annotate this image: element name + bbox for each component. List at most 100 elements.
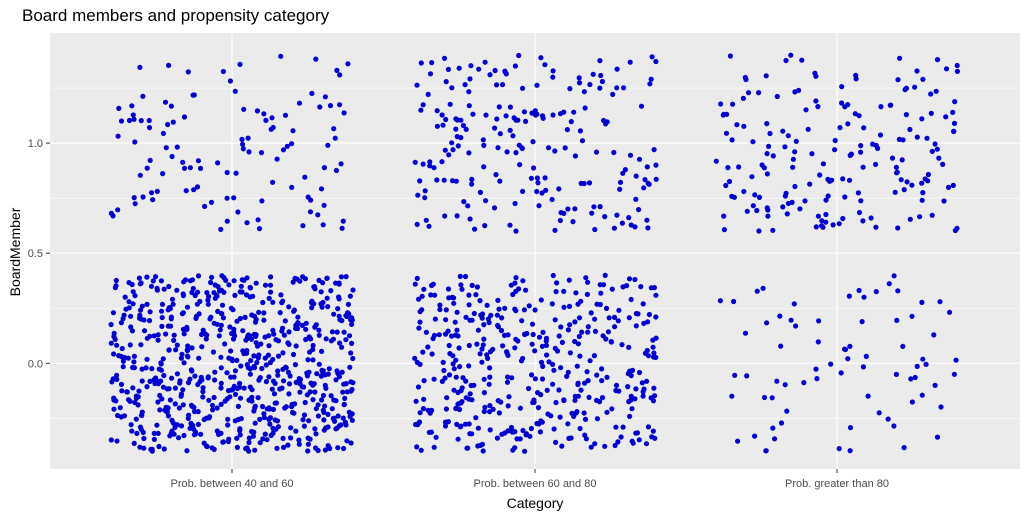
data-point — [343, 337, 349, 343]
data-point — [530, 331, 536, 338]
data-point — [847, 425, 854, 431]
data-point — [283, 365, 289, 371]
data-point — [169, 417, 175, 423]
data-point — [513, 275, 519, 281]
data-point — [539, 343, 546, 349]
data-point — [193, 313, 200, 319]
data-point — [565, 421, 571, 427]
data-point — [766, 143, 772, 149]
data-point — [495, 297, 501, 303]
data-point — [909, 399, 916, 405]
data-point — [343, 274, 349, 280]
data-point — [538, 418, 544, 424]
data-point — [205, 375, 211, 381]
data-point — [460, 375, 466, 381]
data-point — [199, 344, 205, 350]
data-point — [861, 125, 867, 131]
data-point — [591, 204, 597, 210]
data-point — [534, 175, 541, 181]
data-point — [263, 379, 269, 385]
data-point — [295, 321, 301, 327]
data-point — [790, 164, 796, 170]
data-point — [552, 227, 558, 233]
data-point — [599, 78, 606, 85]
data-point — [296, 437, 302, 443]
data-point — [159, 323, 165, 329]
data-point — [585, 279, 591, 285]
data-point — [510, 291, 516, 298]
data-point — [568, 435, 574, 441]
data-point — [169, 153, 175, 160]
data-point — [257, 440, 263, 446]
data-point — [628, 397, 634, 403]
data-point — [114, 438, 120, 444]
data-point — [952, 99, 958, 105]
data-point — [155, 430, 161, 436]
data-point — [245, 332, 251, 338]
data-point — [473, 415, 479, 421]
data-point — [188, 367, 194, 373]
data-point — [157, 407, 163, 413]
data-point — [138, 118, 144, 124]
data-point — [123, 306, 129, 312]
data-point — [530, 165, 537, 171]
data-point — [765, 213, 771, 219]
data-point — [118, 353, 124, 360]
data-point — [462, 82, 468, 88]
data-point — [576, 315, 583, 321]
data-point — [170, 301, 176, 307]
data-point — [300, 274, 306, 280]
data-point — [506, 394, 512, 400]
data-point — [919, 180, 925, 186]
data-point — [325, 142, 331, 148]
data-point — [567, 322, 573, 328]
data-point — [113, 277, 119, 284]
data-point — [846, 177, 853, 183]
data-point — [820, 161, 827, 167]
data-point — [446, 152, 452, 158]
data-point — [483, 198, 489, 204]
data-point — [417, 410, 423, 416]
data-point — [155, 337, 161, 343]
data-point — [326, 366, 332, 372]
data-point — [873, 161, 879, 167]
data-point — [467, 391, 473, 397]
data-point — [185, 380, 192, 386]
data-point — [203, 336, 209, 342]
data-point — [149, 366, 155, 372]
data-point — [277, 310, 283, 316]
data-point — [310, 342, 316, 349]
data-point — [235, 416, 241, 423]
data-point — [270, 378, 277, 384]
data-point — [718, 101, 724, 107]
data-point — [653, 354, 659, 360]
data-point — [350, 355, 356, 362]
data-point — [442, 423, 449, 429]
data-point — [510, 133, 516, 139]
data-point — [114, 376, 120, 382]
data-point — [539, 376, 546, 382]
data-point — [308, 380, 314, 386]
data-point — [845, 356, 851, 362]
data-point — [160, 171, 166, 177]
data-point — [128, 324, 134, 330]
data-point — [337, 340, 343, 346]
data-point — [532, 376, 539, 382]
data-point — [202, 331, 208, 337]
data-point — [269, 115, 275, 121]
data-point — [924, 135, 930, 141]
data-point — [641, 185, 647, 191]
data-point — [653, 58, 659, 65]
data-point — [466, 302, 472, 308]
data-point — [134, 430, 140, 436]
data-point — [646, 181, 652, 187]
data-point — [309, 90, 315, 96]
data-point — [341, 329, 347, 335]
data-point — [325, 304, 331, 310]
data-point — [740, 95, 747, 101]
data-point — [218, 385, 224, 391]
data-point — [840, 176, 846, 182]
data-point — [332, 135, 338, 141]
data-point — [877, 132, 884, 138]
data-point — [528, 425, 535, 432]
